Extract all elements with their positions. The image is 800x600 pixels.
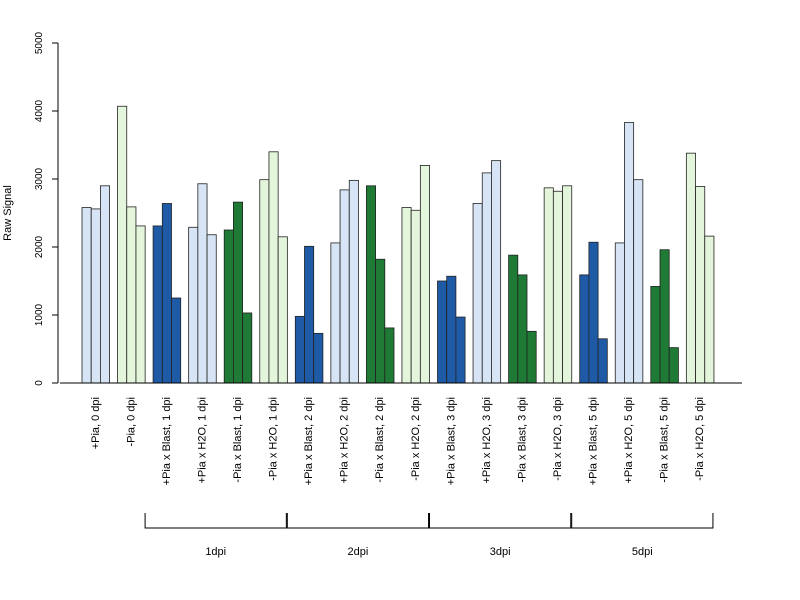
bar xyxy=(650,286,661,384)
group-label: 1dpi xyxy=(205,546,226,558)
bar xyxy=(90,208,101,384)
bar xyxy=(206,234,217,384)
bar xyxy=(472,203,483,384)
bar xyxy=(437,280,448,384)
bar xyxy=(668,347,679,384)
group-bracket xyxy=(286,513,430,529)
bar xyxy=(304,245,315,384)
bar xyxy=(232,201,243,384)
bar xyxy=(152,225,163,384)
bar xyxy=(365,185,376,384)
x-tick-label: -Pia x H2O, 2 dpi xyxy=(410,397,422,481)
bar xyxy=(455,316,466,384)
x-tick-label: -Pia x H2O, 1 dpi xyxy=(268,397,280,481)
y-tick-label: 0 xyxy=(34,380,45,386)
bar xyxy=(375,258,386,384)
bar xyxy=(197,183,208,384)
bar xyxy=(401,207,412,384)
bar xyxy=(259,179,270,384)
bar xyxy=(685,152,696,384)
bar xyxy=(81,207,92,384)
bar xyxy=(384,327,395,384)
bar xyxy=(695,186,706,384)
bar xyxy=(268,151,279,384)
y-axis: 0 1000 2000 3000 4000 5000 xyxy=(34,31,59,386)
bar xyxy=(508,254,519,384)
bar xyxy=(579,274,590,384)
bar xyxy=(481,172,492,384)
x-tick-label: +Pia x H2O, 1 dpi xyxy=(196,397,208,484)
bar xyxy=(517,274,528,384)
bar xyxy=(526,330,537,384)
bar xyxy=(242,312,253,384)
bar xyxy=(348,179,359,384)
bar xyxy=(597,338,608,384)
bar xyxy=(633,179,644,384)
bar xyxy=(126,206,137,384)
bar xyxy=(410,209,421,384)
x-tick-labels: +Pia, 0 dpi -Pia, 0 dpi +Pia x Blast, 1 dp… xyxy=(90,397,706,485)
x-tick-label: +Pia x Blast, 2 dpi xyxy=(303,397,315,485)
group-label: 3dpi xyxy=(490,546,511,558)
bar xyxy=(277,236,288,384)
x-tick-label: +Pia x Blast, 5 dpi xyxy=(588,397,600,485)
x-tick-label: -Pia x Blast, 2 dpi xyxy=(374,397,386,483)
bar xyxy=(614,242,625,384)
bar xyxy=(135,225,146,384)
group-bracket xyxy=(571,513,714,529)
bar xyxy=(491,160,502,384)
group-bracket xyxy=(429,513,572,529)
x-tick-label: -Pia, 0 dpi xyxy=(125,397,137,447)
bar xyxy=(552,190,563,384)
bar xyxy=(339,189,350,384)
bar xyxy=(100,185,111,384)
bar xyxy=(624,122,635,384)
bar xyxy=(188,226,199,384)
x-tick-label: +Pia x H2O, 2 dpi xyxy=(339,397,351,484)
bar xyxy=(659,249,670,384)
bar xyxy=(161,203,172,384)
bar xyxy=(419,164,430,384)
bar xyxy=(117,105,128,384)
bar xyxy=(588,241,599,384)
x-tick-label: +Pia x Blast, 3 dpi xyxy=(445,397,457,485)
y-tick-label: 3000 xyxy=(34,167,45,190)
bar xyxy=(171,297,182,384)
y-tick-label: 5000 xyxy=(34,31,45,54)
x-tick-label: +Pia x Blast, 1 dpi xyxy=(161,397,173,485)
y-axis-label: Raw Signal xyxy=(2,185,14,241)
x-tick-label: -Pia x H2O, 5 dpi xyxy=(694,397,706,481)
bar xyxy=(543,187,554,384)
y-tick-label: 2000 xyxy=(34,235,45,258)
bar xyxy=(562,185,573,384)
bar xyxy=(704,235,715,384)
y-tick-label: 1000 xyxy=(34,303,45,326)
bars xyxy=(81,105,715,384)
bar xyxy=(313,332,324,384)
x-tick-label: -Pia x H2O, 3 dpi xyxy=(552,397,564,481)
bar xyxy=(330,242,341,384)
bar xyxy=(294,315,305,384)
x-tick-label: +Pia x H2O, 5 dpi xyxy=(623,397,635,484)
dpi-group-brackets: 1dpi 2dpi 3dpi 5dpi xyxy=(144,513,714,558)
x-tick-label: +Pia x H2O, 3 dpi xyxy=(481,397,493,484)
group-label: 5dpi xyxy=(632,546,653,558)
group-bracket xyxy=(144,513,287,529)
x-tick-label: -Pia x Blast, 1 dpi xyxy=(232,397,244,483)
y-tick-label: 4000 xyxy=(34,99,45,122)
x-tick-label: -Pia x Blast, 5 dpi xyxy=(659,397,671,483)
group-label: 2dpi xyxy=(348,546,369,558)
x-tick-label: -Pia x Blast, 3 dpi xyxy=(516,397,528,483)
bar xyxy=(223,229,234,384)
x-tick-label: +Pia, 0 dpi xyxy=(90,397,102,449)
bar xyxy=(446,275,457,384)
